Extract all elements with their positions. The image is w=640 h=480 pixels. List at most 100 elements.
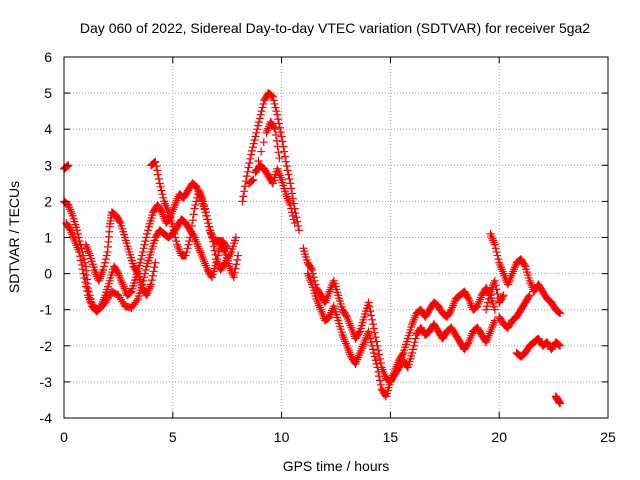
data-point <box>376 359 385 368</box>
data-point <box>150 158 159 167</box>
data-point <box>493 289 502 298</box>
data-point <box>248 176 257 185</box>
data-point <box>484 294 493 303</box>
data-point <box>132 296 141 305</box>
data-point <box>256 110 265 119</box>
x-tick-label: 25 <box>600 429 616 445</box>
data-point <box>231 233 240 242</box>
data-point <box>285 175 294 184</box>
data-point <box>288 208 297 217</box>
data-point <box>65 224 74 233</box>
data-point <box>192 197 201 206</box>
data-point <box>371 356 380 365</box>
data-point <box>207 233 216 242</box>
data-point <box>408 349 417 358</box>
data-point <box>410 338 419 347</box>
y-tick-label: -1 <box>40 302 53 318</box>
data-point <box>271 125 280 134</box>
data-point <box>289 199 298 208</box>
data-point <box>376 380 385 389</box>
data-point <box>556 399 565 408</box>
data-point <box>232 260 241 269</box>
data-point <box>81 278 90 287</box>
data-point <box>115 217 124 226</box>
data-point <box>210 246 219 255</box>
data-point <box>286 179 295 188</box>
y-tick-label: -2 <box>40 338 53 354</box>
data-point <box>492 285 501 294</box>
data-point <box>259 99 268 108</box>
data-point <box>143 226 152 235</box>
data-point <box>525 291 534 300</box>
data-point <box>201 208 210 217</box>
data-point <box>208 237 217 246</box>
data-point <box>171 233 180 242</box>
data-point <box>159 193 168 202</box>
data-point <box>101 255 110 264</box>
data-point <box>258 103 267 112</box>
data-point <box>287 204 296 213</box>
data-point <box>268 177 277 186</box>
data-point <box>209 242 218 251</box>
data-point <box>151 157 160 166</box>
data-point <box>374 346 383 355</box>
data-point <box>184 240 193 249</box>
data-point <box>368 320 377 329</box>
data-point <box>381 390 390 399</box>
data-point <box>181 251 190 260</box>
x-tick-label: 0 <box>60 429 68 445</box>
data-point <box>290 219 299 228</box>
data-point <box>273 110 282 119</box>
data-point <box>491 281 500 290</box>
data-point <box>490 305 499 314</box>
data-point <box>202 211 211 220</box>
data-point <box>148 271 157 280</box>
data-point <box>76 252 85 261</box>
data-point <box>272 107 281 116</box>
data-point <box>186 233 195 242</box>
data-point <box>248 146 257 155</box>
data-point <box>183 244 192 253</box>
data-point <box>524 292 533 301</box>
data-point <box>367 311 376 320</box>
data-point <box>367 338 376 347</box>
data-point <box>274 148 283 157</box>
data-point <box>231 264 240 273</box>
data-point <box>368 341 377 350</box>
data-point <box>280 147 289 156</box>
data-point <box>247 150 256 159</box>
data-point <box>251 166 260 175</box>
data-point <box>271 103 280 112</box>
y-tick-label: 1 <box>44 230 52 246</box>
data-point <box>281 157 290 166</box>
data-point <box>257 147 266 156</box>
data-point <box>369 324 378 333</box>
data-point <box>169 226 178 235</box>
data-point <box>368 345 377 354</box>
y-tick-label: 0 <box>44 266 52 282</box>
data-point <box>494 255 503 264</box>
data-point <box>286 201 295 210</box>
data-point <box>307 264 316 273</box>
data-point <box>150 263 159 272</box>
data-point <box>555 308 564 317</box>
data-point <box>288 189 297 198</box>
data-point <box>308 265 317 274</box>
data-point <box>147 280 156 289</box>
data-point <box>283 166 292 175</box>
data-point <box>463 293 472 302</box>
data-point <box>372 337 381 346</box>
data-point <box>76 256 85 265</box>
data-point <box>140 240 149 249</box>
data-point <box>282 162 291 171</box>
data-point <box>233 255 242 264</box>
data-point <box>270 123 279 132</box>
data-point <box>342 311 351 320</box>
data-point <box>284 170 293 179</box>
data-point <box>113 268 122 277</box>
data-point <box>375 350 384 359</box>
data-point <box>230 268 239 277</box>
data-point <box>490 276 499 285</box>
data-point <box>373 363 382 372</box>
data-point <box>155 179 164 188</box>
